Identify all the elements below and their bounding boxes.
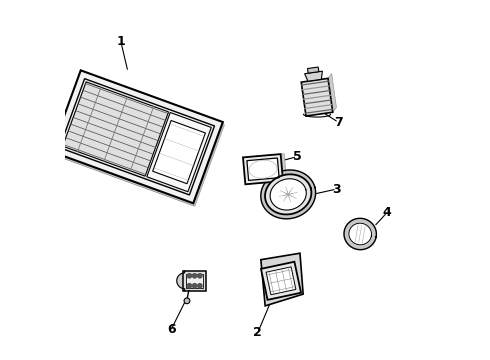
Text: 3: 3	[333, 183, 341, 195]
Polygon shape	[328, 73, 337, 112]
Polygon shape	[183, 271, 206, 291]
Polygon shape	[344, 219, 376, 250]
Polygon shape	[261, 170, 316, 219]
Circle shape	[187, 274, 192, 278]
Polygon shape	[59, 78, 215, 195]
Polygon shape	[305, 71, 322, 81]
Polygon shape	[261, 253, 303, 306]
Circle shape	[193, 274, 197, 278]
Text: 5: 5	[293, 150, 301, 163]
Polygon shape	[301, 78, 333, 116]
Polygon shape	[246, 154, 287, 184]
Polygon shape	[265, 174, 311, 215]
Polygon shape	[193, 122, 224, 206]
Polygon shape	[349, 223, 371, 245]
Polygon shape	[81, 70, 224, 125]
Polygon shape	[153, 121, 205, 184]
Polygon shape	[51, 70, 223, 203]
Circle shape	[184, 298, 190, 304]
Polygon shape	[147, 112, 211, 192]
Circle shape	[187, 284, 192, 288]
Circle shape	[197, 284, 202, 288]
Polygon shape	[270, 179, 306, 210]
Polygon shape	[177, 271, 185, 291]
Polygon shape	[261, 262, 301, 300]
Polygon shape	[186, 274, 203, 288]
Text: 2: 2	[253, 327, 262, 339]
Text: 7: 7	[334, 116, 343, 129]
Polygon shape	[266, 267, 296, 295]
Circle shape	[197, 274, 202, 278]
Polygon shape	[247, 158, 279, 180]
Text: 6: 6	[167, 323, 175, 336]
Polygon shape	[243, 154, 283, 184]
Text: 4: 4	[383, 206, 392, 219]
Polygon shape	[52, 73, 224, 206]
Text: 1: 1	[117, 35, 125, 48]
Circle shape	[193, 284, 197, 288]
Polygon shape	[308, 67, 319, 73]
Polygon shape	[63, 82, 169, 176]
